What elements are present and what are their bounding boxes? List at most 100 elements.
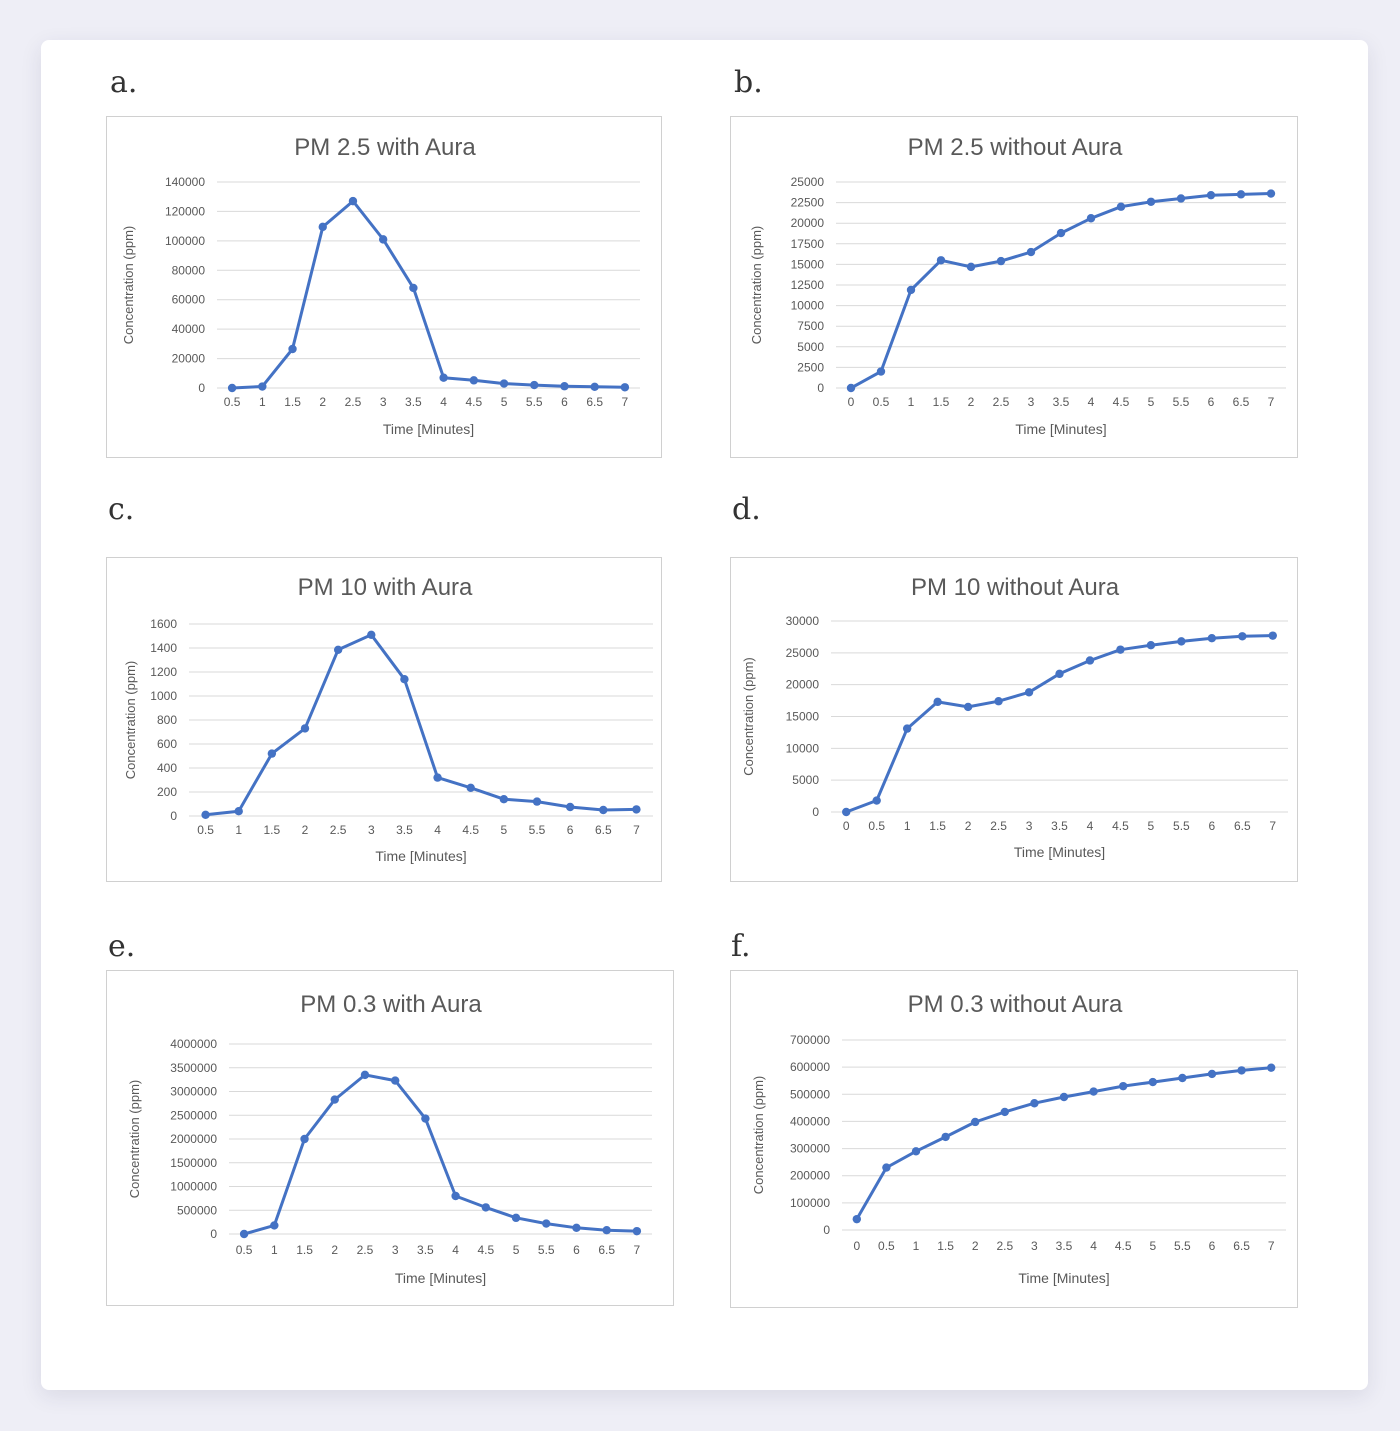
data-point — [599, 805, 608, 815]
data-point — [842, 807, 851, 817]
x-tick-label: 5.5 — [1173, 819, 1190, 833]
x-tick-label: 5.5 — [526, 395, 543, 409]
x-tick-label: 5.5 — [1173, 395, 1190, 409]
x-tick-label: 0 — [853, 1239, 860, 1253]
chart-title: PM 10 without Aura — [911, 574, 1120, 601]
x-tick-label: 4 — [434, 823, 441, 837]
x-tick-label: 6.5 — [598, 1243, 615, 1257]
plot-area: 0250050007500100001250015000175002000022… — [791, 175, 1286, 409]
data-point — [1267, 1063, 1276, 1072]
x-tick-label: 2 — [965, 819, 972, 833]
data-point — [1026, 247, 1036, 257]
y-tick-label: 500000 — [177, 1203, 217, 1217]
y-tick-label: 15000 — [786, 710, 820, 724]
y-tick-label: 80000 — [172, 263, 206, 277]
data-point — [1207, 633, 1217, 643]
x-tick-label: 4 — [1090, 1239, 1097, 1253]
series-line — [844, 634, 1275, 814]
x-tick-label: 1 — [259, 395, 266, 409]
plot-area: 0 500000 1000000 1500000 2000000 2500000 30000… — [170, 1037, 652, 1257]
plot-area: 0 20000 40000 60000 80000 100000 120000 140000 0… — [165, 175, 640, 409]
x-tick-label: 3 — [1031, 1239, 1038, 1253]
data-point — [530, 380, 539, 390]
y-tick-label: 0 — [210, 1227, 217, 1241]
chart-svg-c: PM 10 with Aura Concentration (ppm) Time… — [123, 574, 653, 864]
y-tick-label: 1600 — [150, 617, 177, 631]
x-tick-label: 1.5 — [929, 819, 946, 833]
data-point — [300, 724, 310, 733]
data-point — [1177, 637, 1186, 646]
x-tick-label: 4 — [440, 395, 447, 409]
data-point — [288, 344, 297, 354]
x-tick-label: 3.5 — [1051, 819, 1068, 833]
y-tick-label: 4000000 — [170, 1037, 217, 1051]
data-point — [572, 1223, 581, 1233]
x-tick-label: 4.5 — [462, 823, 479, 837]
y-tick-label: 2500000 — [170, 1108, 217, 1122]
x-tick-label: 2.5 — [990, 819, 1007, 833]
data-point — [390, 1076, 400, 1085]
chart-pm03-without-aura: PM 0.3 without Aura Concentration (ppm) … — [730, 970, 1298, 1308]
chart-pm25-with-aura: PM 2.5 with Aura Concentration (ppm) Tim… — [106, 116, 662, 458]
x-tick-label: 0 — [848, 395, 855, 409]
data-point — [542, 1219, 551, 1228]
plot-area: 0 5000 10000 15000 20000 25000 30000 0 0.5 1 1.5 2 2… — [786, 614, 1288, 833]
data-point — [1266, 189, 1276, 198]
x-tick-label: 2.5 — [993, 395, 1010, 409]
x-tick-label: 3 — [392, 1243, 399, 1257]
x-tick-label: 1.5 — [933, 395, 950, 409]
data-point — [348, 196, 358, 206]
chart-pm03-with-aura: PM 0.3 with Aura Concentration (ppm) Tim… — [106, 970, 674, 1306]
x-tick-label: 3.5 — [405, 395, 422, 409]
data-point — [227, 383, 237, 393]
plot-area: 0 200 400 600 800 1000 1200 1400 1600 0.5 1 1.5 2 2.5… — [150, 617, 653, 837]
data-point — [1206, 190, 1216, 200]
x-tick-label: 6.5 — [1233, 395, 1250, 409]
data-point — [966, 262, 976, 272]
data-point — [632, 805, 641, 814]
x-tick-label: 5 — [501, 395, 508, 409]
y-tick-label: 100000 — [790, 1196, 830, 1210]
y-tick-label: 30000 — [786, 614, 820, 628]
y-tick-label: 10000 — [786, 741, 820, 755]
y-tick-label: 0 — [812, 805, 819, 819]
data-point — [872, 796, 881, 805]
chart-svg-b: PM 2.5 without Aura Concentration (ppm) … — [749, 134, 1286, 437]
data-point — [1178, 1073, 1187, 1083]
data-point — [1030, 1099, 1039, 1108]
x-tick-label: 5 — [1148, 395, 1155, 409]
x-tick-label: 2.5 — [345, 395, 362, 409]
data-point — [1146, 640, 1156, 650]
x-tick-label: 5.5 — [1174, 1239, 1191, 1253]
y-tick-label: 0 — [823, 1223, 830, 1237]
x-tick-label: 1 — [913, 1239, 920, 1253]
series-line — [242, 1073, 639, 1236]
data-point — [1238, 632, 1247, 641]
data-point — [239, 1229, 249, 1239]
x-tick-label: 1 — [904, 819, 911, 833]
y-axis-label: Concentration (ppm) — [749, 226, 764, 345]
chart-pm10-with-aura: PM 10 with Aura Concentration (ppm) Time… — [106, 557, 662, 882]
x-tick-label: 0.5 — [868, 819, 885, 833]
data-point — [270, 1221, 279, 1230]
x-axis-label: Time [Minutes] — [1018, 1270, 1109, 1286]
x-tick-label: 6 — [1209, 1239, 1216, 1253]
y-tick-label: 1400 — [150, 641, 177, 655]
panel-label-b: b. — [734, 65, 763, 100]
x-tick-label: 5 — [501, 823, 508, 837]
data-point — [590, 382, 599, 392]
data-point — [994, 697, 1003, 706]
data-point — [565, 802, 575, 812]
y-tick-label: 20000 — [786, 678, 820, 692]
y-tick-label: 200 — [157, 785, 177, 799]
chart-title: PM 0.3 with Aura — [300, 991, 482, 1018]
x-tick-label: 1 — [271, 1243, 278, 1257]
y-tick-label: 600 — [157, 737, 177, 751]
x-tick-label: 5 — [513, 1243, 520, 1257]
y-tick-label: 0 — [170, 809, 177, 823]
data-point — [378, 235, 388, 244]
y-tick-label: 600000 — [790, 1060, 830, 1074]
y-tick-label: 400 — [157, 761, 177, 775]
x-tick-label: 5.5 — [529, 823, 546, 837]
chart-pm10-without-aura: PM 10 without Aura Concentration (ppm) T… — [730, 557, 1298, 882]
